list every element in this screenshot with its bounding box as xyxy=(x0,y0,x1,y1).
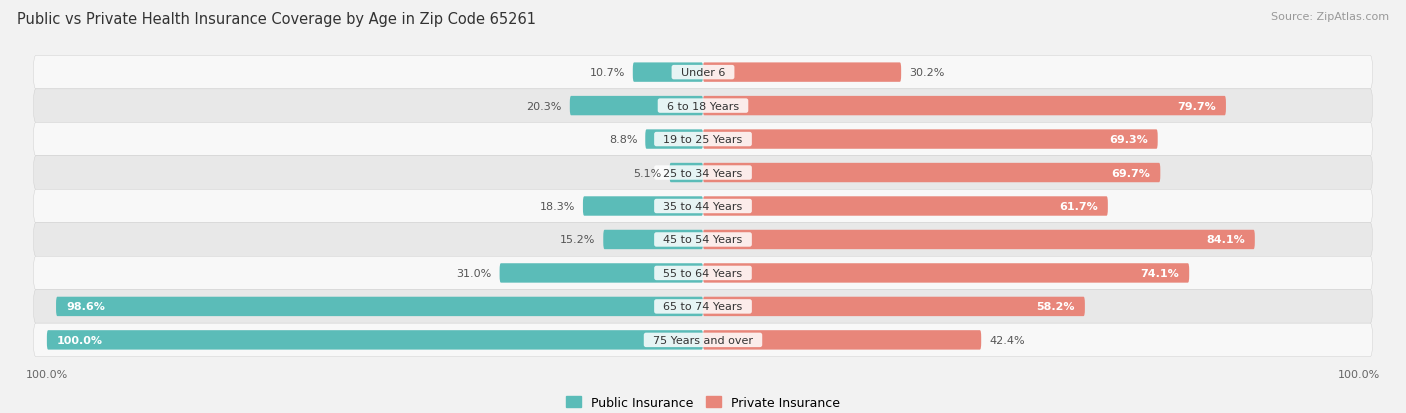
Text: 8.8%: 8.8% xyxy=(609,135,637,145)
FancyBboxPatch shape xyxy=(633,63,703,83)
FancyBboxPatch shape xyxy=(703,97,1226,116)
Text: 20.3%: 20.3% xyxy=(527,101,562,112)
FancyBboxPatch shape xyxy=(669,164,703,183)
Text: 75 Years and over: 75 Years and over xyxy=(645,335,761,345)
Text: 25 to 34 Years: 25 to 34 Years xyxy=(657,168,749,178)
FancyBboxPatch shape xyxy=(703,230,1254,249)
Text: 42.4%: 42.4% xyxy=(988,335,1025,345)
Text: Public vs Private Health Insurance Coverage by Age in Zip Code 65261: Public vs Private Health Insurance Cover… xyxy=(17,12,536,27)
FancyBboxPatch shape xyxy=(46,330,703,350)
Text: 98.6%: 98.6% xyxy=(66,301,105,312)
FancyBboxPatch shape xyxy=(34,123,1372,157)
FancyBboxPatch shape xyxy=(34,190,1372,223)
FancyBboxPatch shape xyxy=(56,297,703,316)
Text: 35 to 44 Years: 35 to 44 Years xyxy=(657,202,749,211)
FancyBboxPatch shape xyxy=(34,56,1372,90)
FancyBboxPatch shape xyxy=(703,130,1157,150)
Legend: Public Insurance, Private Insurance: Public Insurance, Private Insurance xyxy=(561,391,845,413)
Text: 6 to 18 Years: 6 to 18 Years xyxy=(659,101,747,112)
Text: Source: ZipAtlas.com: Source: ZipAtlas.com xyxy=(1271,12,1389,22)
Text: 65 to 74 Years: 65 to 74 Years xyxy=(657,301,749,312)
FancyBboxPatch shape xyxy=(645,130,703,150)
Text: 30.2%: 30.2% xyxy=(910,68,945,78)
FancyBboxPatch shape xyxy=(703,63,901,83)
FancyBboxPatch shape xyxy=(703,330,981,350)
Text: 58.2%: 58.2% xyxy=(1036,301,1076,312)
FancyBboxPatch shape xyxy=(583,197,703,216)
FancyBboxPatch shape xyxy=(703,263,1189,283)
Text: 55 to 64 Years: 55 to 64 Years xyxy=(657,268,749,278)
Text: 5.1%: 5.1% xyxy=(634,168,662,178)
FancyBboxPatch shape xyxy=(34,323,1372,357)
Text: 79.7%: 79.7% xyxy=(1177,101,1216,112)
Text: 18.3%: 18.3% xyxy=(540,202,575,211)
FancyBboxPatch shape xyxy=(703,297,1085,316)
Text: 74.1%: 74.1% xyxy=(1140,268,1180,278)
FancyBboxPatch shape xyxy=(34,223,1372,256)
Text: 45 to 54 Years: 45 to 54 Years xyxy=(657,235,749,245)
FancyBboxPatch shape xyxy=(499,263,703,283)
Text: 31.0%: 31.0% xyxy=(457,268,492,278)
Text: Under 6: Under 6 xyxy=(673,68,733,78)
Text: 10.7%: 10.7% xyxy=(589,68,624,78)
Text: 69.3%: 69.3% xyxy=(1109,135,1147,145)
FancyBboxPatch shape xyxy=(34,290,1372,323)
Text: 15.2%: 15.2% xyxy=(560,235,595,245)
Text: 61.7%: 61.7% xyxy=(1059,202,1098,211)
FancyBboxPatch shape xyxy=(603,230,703,249)
FancyBboxPatch shape xyxy=(34,90,1372,123)
FancyBboxPatch shape xyxy=(34,157,1372,190)
Text: 69.7%: 69.7% xyxy=(1112,168,1150,178)
FancyBboxPatch shape xyxy=(569,97,703,116)
Text: 19 to 25 Years: 19 to 25 Years xyxy=(657,135,749,145)
FancyBboxPatch shape xyxy=(703,197,1108,216)
FancyBboxPatch shape xyxy=(703,164,1160,183)
Text: 100.0%: 100.0% xyxy=(56,335,103,345)
Text: 84.1%: 84.1% xyxy=(1206,235,1244,245)
FancyBboxPatch shape xyxy=(34,256,1372,290)
